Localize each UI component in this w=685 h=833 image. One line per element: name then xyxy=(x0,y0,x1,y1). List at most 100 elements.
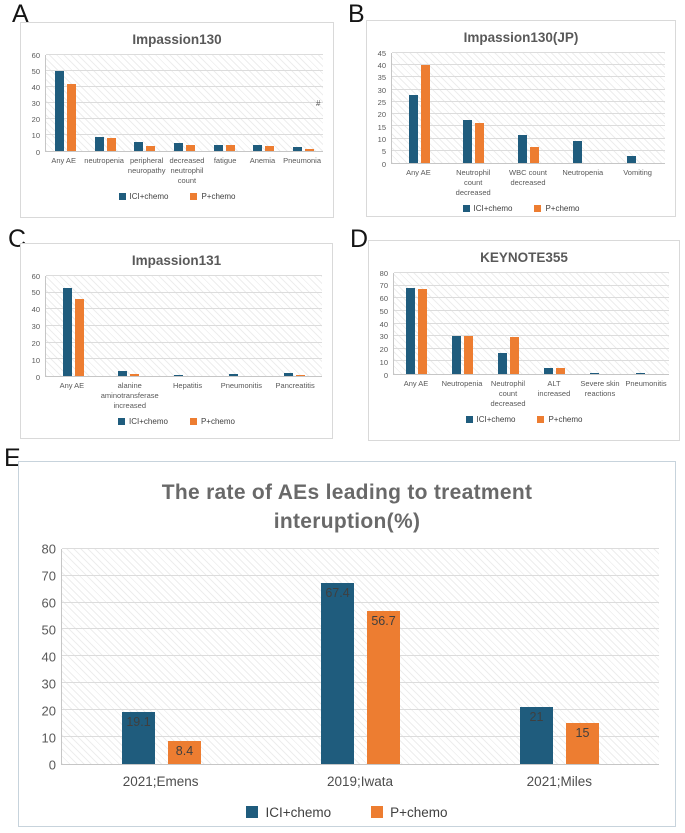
bar-ici-chemo xyxy=(406,288,416,374)
category-group xyxy=(486,273,532,374)
y-axis-tick-label: 0 xyxy=(383,370,388,380)
category-group xyxy=(577,273,623,374)
x-axis-category-label: Any AE xyxy=(406,168,431,177)
bar-p-chemo: 8.4 xyxy=(168,741,201,764)
gridline xyxy=(62,682,659,684)
plot-area xyxy=(393,272,669,375)
y-axis-tick-label: 0 xyxy=(48,757,56,773)
y-axis-tick-label: 40 xyxy=(41,649,56,665)
bar-p-chemo xyxy=(186,144,196,151)
y-axis-tick-label: 10 xyxy=(31,355,40,365)
bars-layer xyxy=(46,276,322,376)
category-group xyxy=(46,55,86,151)
legend-item-ici-chemo: ICI+chemo xyxy=(462,204,512,213)
y-axis-tick-label: 25 xyxy=(377,97,386,107)
bar-value-label: 67.4 xyxy=(325,585,350,600)
x-axis-category-label: neutropenia xyxy=(84,156,124,165)
x-axis-labels: Any AE alanine aminotransferase increased… xyxy=(45,381,322,410)
y-axis-tick-label: 0 xyxy=(35,372,40,382)
y-axis-tick-label: 20 xyxy=(379,344,388,354)
y-axis-tick-label: 20 xyxy=(41,703,56,719)
category-group xyxy=(86,55,126,151)
bar-ici-chemo xyxy=(517,134,527,163)
bar-p-chemo xyxy=(130,374,140,376)
gridline xyxy=(394,322,669,324)
x-axis-category-label: Vomiting xyxy=(623,168,652,177)
panel-label-B: B xyxy=(348,0,365,28)
y-axis-tick-label: 60 xyxy=(41,595,56,611)
bar-ici-chemo xyxy=(543,367,553,374)
bar-value-label: 8.4 xyxy=(175,744,194,759)
bar-p-chemo xyxy=(420,65,430,163)
x-axis-labels: Any AE Neutropenia Neutrophil count decrea… xyxy=(393,379,669,408)
gridline xyxy=(62,735,659,737)
gridline xyxy=(394,272,669,273)
gridline xyxy=(392,52,665,53)
bar-ici-chemo xyxy=(174,143,184,151)
gridline xyxy=(392,88,665,90)
y-axis-tick-label: 50 xyxy=(41,622,56,638)
x-axis-category-label: Neutropenia xyxy=(441,379,483,388)
gridline xyxy=(46,134,323,135)
legend: ICI+chemo P+chemo xyxy=(21,192,333,201)
category-group xyxy=(501,53,556,163)
bar-ici-chemo xyxy=(134,142,144,151)
bar-ici-chemo xyxy=(408,94,418,163)
y-axis-tick-label: 30 xyxy=(31,321,40,331)
bar-p-chemo xyxy=(304,149,314,151)
legend-swatch-p-chemo xyxy=(190,193,198,201)
bar-ici-chemo xyxy=(55,71,65,151)
legend-swatch-p-chemo xyxy=(189,418,197,426)
y-axis-tick-label: 60 xyxy=(31,50,40,60)
legend-label: P+chemo xyxy=(548,415,583,425)
bar-p-chemo: 15 xyxy=(566,723,599,764)
bar-ici-chemo xyxy=(627,155,637,163)
x-axis-category-label: Any AE xyxy=(59,381,85,390)
bar-ici-chemo xyxy=(173,375,183,376)
legend-item-p-chemo: P+chemo xyxy=(189,417,235,426)
panel-label-E: E xyxy=(4,444,21,472)
gridline xyxy=(394,297,669,299)
plot-row: 0 10 20 30 40 50 60 xyxy=(21,272,332,380)
bar-p-chemo xyxy=(295,375,305,376)
chart-panel-C: Impassion131 0 10 20 30 40 50 60 Any AE alanine a… xyxy=(20,243,333,439)
stray-mark: # xyxy=(316,99,321,108)
x-axis-labels: Any AE neutropenia peripheral neuropathy de… xyxy=(45,156,323,185)
panel-label-A: A xyxy=(12,0,29,28)
x-axis-category-label: Pneumonia xyxy=(283,156,322,165)
x-axis-category-label: Pneumonitis xyxy=(220,381,262,390)
y-axis-tick-label: 20 xyxy=(31,114,40,124)
bar-p-chemo xyxy=(106,138,116,151)
category-group xyxy=(204,55,244,151)
bar-ici-chemo xyxy=(118,371,128,376)
bar-p-chemo xyxy=(75,299,85,376)
legend-item-ici-chemo: ICI+chemo xyxy=(118,192,169,202)
plot-row: 0 10 20 30 40 50 60 70 80 19.1 8.4 67.4 56.7 21 15 xyxy=(19,542,675,771)
bar-ici-chemo: 19.1 xyxy=(122,712,155,764)
plot-area xyxy=(391,52,665,164)
bar-ici-chemo xyxy=(63,287,73,376)
legend-swatch-ici-chemo xyxy=(465,416,473,424)
x-axis-category-label: Neutropenia xyxy=(562,168,604,177)
category-group xyxy=(165,55,205,151)
plot-row: 0 10 20 30 40 50 60 xyxy=(21,51,333,155)
bar-p-chemo xyxy=(418,289,428,374)
legend-swatch-ici-chemo xyxy=(118,193,126,201)
y-axis-tick-label: 0 xyxy=(35,147,40,157)
legend-swatch-ici-chemo xyxy=(246,806,259,819)
bar-p-chemo xyxy=(265,146,275,151)
category-group xyxy=(440,273,486,374)
y-axis: 0 10 20 30 40 50 60 70 80 xyxy=(369,269,393,378)
legend-swatch-p-chemo xyxy=(371,806,384,819)
legend: ICI+chemo P+chemo xyxy=(21,417,332,426)
category-group: 21 15 xyxy=(460,549,659,764)
legend-label: ICI+chemo xyxy=(129,192,169,202)
plot-row: 0 5 10 15 20 25 30 35 40 45 xyxy=(367,49,675,167)
chart-title: Impassion130 xyxy=(132,32,222,47)
bar-ici-chemo: 21 xyxy=(520,707,553,764)
y-axis-tick-label: 20 xyxy=(31,338,40,348)
bars-layer xyxy=(46,55,323,151)
y-axis-tick-label: 70 xyxy=(41,568,56,584)
y-axis: 0 10 20 30 40 50 60 xyxy=(21,272,45,380)
